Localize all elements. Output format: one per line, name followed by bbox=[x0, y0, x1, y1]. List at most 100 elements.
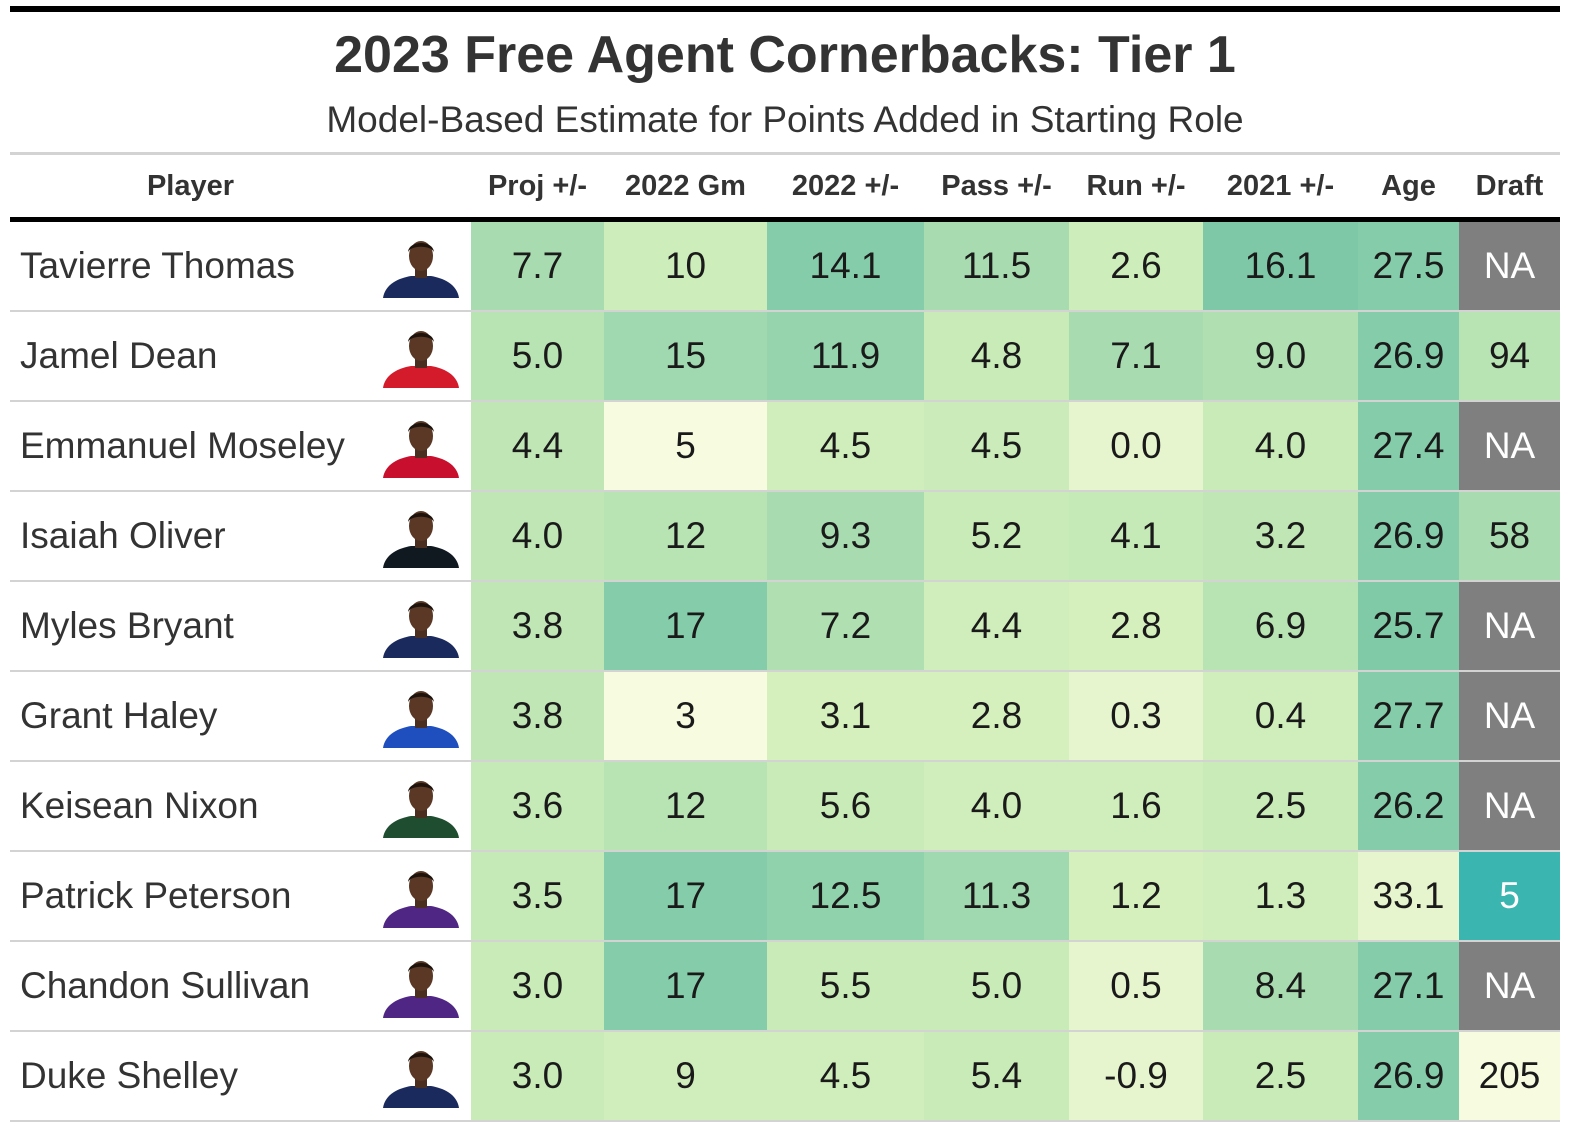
table-row: Tavierre Thomas 7.7 10 14.1 11.5 2.6 16.1 27.5 N… bbox=[10, 219, 1561, 312]
table-row: Keisean Nixon 3.6 12 5.6 4.0 1.6 2.5 26.2 NA bbox=[10, 761, 1561, 852]
top-rule bbox=[10, 6, 1560, 12]
proj-cell: 7.7 bbox=[471, 219, 605, 312]
pm-2022-cell: 9.3 bbox=[767, 491, 925, 582]
table-row: Isaiah Oliver 4.0 12 9.3 5.2 4.1 3.2 26.9 58 bbox=[10, 491, 1561, 582]
header-row: Player Proj +/- 2022 Gm 2022 +/- Pass +/… bbox=[10, 155, 1561, 222]
pm-2022-cell: 3.1 bbox=[767, 671, 925, 762]
run-cell: -0.9 bbox=[1069, 1031, 1204, 1122]
player-name: Patrick Peterson bbox=[10, 851, 370, 942]
player-headshot-icon bbox=[382, 961, 459, 1018]
games-cell: 9 bbox=[604, 1031, 768, 1122]
player-photo bbox=[370, 581, 472, 672]
run-cell: 2.6 bbox=[1069, 219, 1204, 312]
proj-cell: 3.0 bbox=[471, 1031, 605, 1122]
player-photo bbox=[370, 1031, 472, 1122]
pm-2021-cell: 16.1 bbox=[1203, 219, 1359, 312]
player-name: Grant Haley bbox=[10, 671, 370, 762]
proj-cell: 3.0 bbox=[471, 941, 605, 1032]
table-body: Tavierre Thomas 7.7 10 14.1 11.5 2.6 16.1 27.5 N… bbox=[10, 219, 1561, 1122]
pm-2021-cell: 9.0 bbox=[1203, 311, 1359, 402]
pm-2022-cell: 4.5 bbox=[767, 1031, 925, 1122]
table-row: Chandon Sullivan 3.0 17 5.5 5.0 0.5 8.4 27.1 NA bbox=[10, 941, 1561, 1032]
draft-cell: 205 bbox=[1459, 1031, 1561, 1122]
pm-2022-cell: 5.6 bbox=[767, 761, 925, 852]
draft-cell: 94 bbox=[1459, 311, 1561, 402]
column-header-proj: Proj +/- bbox=[471, 155, 605, 222]
draft-cell: NA bbox=[1459, 761, 1561, 852]
proj-cell: 4.0 bbox=[471, 491, 605, 582]
games-cell: 12 bbox=[604, 761, 768, 852]
stats-table: Player Proj +/- 2022 Gm 2022 +/- Pass +/… bbox=[10, 155, 1561, 1122]
column-header-age: Age bbox=[1358, 155, 1460, 222]
player-name: Isaiah Oliver bbox=[10, 491, 370, 582]
age-cell: 25.7 bbox=[1358, 581, 1460, 672]
column-header-2021-pm: 2021 +/- bbox=[1203, 155, 1359, 222]
pm-2021-cell: 1.3 bbox=[1203, 851, 1359, 942]
player-headshot-icon bbox=[382, 871, 459, 928]
table-row: Grant Haley 3.8 3 3.1 2.8 0.3 0.4 27.7 NA bbox=[10, 671, 1561, 762]
player-photo bbox=[370, 401, 472, 492]
pm-2021-cell: 4.0 bbox=[1203, 401, 1359, 492]
player-photo bbox=[370, 761, 472, 852]
pass-cell: 4.5 bbox=[924, 401, 1070, 492]
pass-cell: 4.0 bbox=[924, 761, 1070, 852]
player-name: Duke Shelley bbox=[10, 1031, 370, 1122]
player-name: Myles Bryant bbox=[10, 581, 370, 672]
column-header-draft: Draft bbox=[1459, 155, 1561, 222]
player-photo bbox=[370, 941, 472, 1032]
chart-subtitle: Model-Based Estimate for Points Added in… bbox=[326, 99, 1244, 140]
pass-cell: 4.8 bbox=[924, 311, 1070, 402]
pm-2021-cell: 8.4 bbox=[1203, 941, 1359, 1032]
player-headshot-icon bbox=[382, 421, 459, 478]
draft-cell: NA bbox=[1459, 941, 1561, 1032]
column-header-player: Player bbox=[10, 155, 472, 222]
column-header-pass: Pass +/- bbox=[924, 155, 1070, 222]
player-headshot-icon bbox=[382, 601, 459, 658]
age-cell: 27.7 bbox=[1358, 671, 1460, 762]
games-cell: 17 bbox=[604, 581, 768, 672]
chart-title: 2023 Free Agent Cornerbacks: Tier 1 bbox=[334, 26, 1236, 84]
player-photo bbox=[370, 219, 472, 312]
player-photo bbox=[370, 851, 472, 942]
table-row: Jamel Dean 5.0 15 11.9 4.8 7.1 9.0 26.9 94 bbox=[10, 311, 1561, 402]
player-headshot-icon bbox=[382, 1051, 459, 1108]
player-name: Emmanuel Moseley bbox=[10, 401, 370, 492]
games-cell: 5 bbox=[604, 401, 768, 492]
table-row: Patrick Peterson 3.5 17 12.5 11.3 1.2 1.3 33.1 5 bbox=[10, 851, 1561, 942]
table-row: Duke Shelley 3.0 9 4.5 5.4 -0.9 2.5 26.9 205 bbox=[10, 1031, 1561, 1122]
player-headshot-icon bbox=[382, 511, 459, 568]
player-name: Tavierre Thomas bbox=[10, 219, 370, 312]
age-cell: 27.4 bbox=[1358, 401, 1460, 492]
proj-cell: 4.4 bbox=[471, 401, 605, 492]
pm-2021-cell: 2.5 bbox=[1203, 761, 1359, 852]
pm-2022-cell: 11.9 bbox=[767, 311, 925, 402]
pass-cell: 5.2 bbox=[924, 491, 1070, 582]
pm-2022-cell: 7.2 bbox=[767, 581, 925, 672]
games-cell: 15 bbox=[604, 311, 768, 402]
age-cell: 33.1 bbox=[1358, 851, 1460, 942]
player-photo bbox=[370, 671, 472, 762]
run-cell: 1.6 bbox=[1069, 761, 1204, 852]
player-photo bbox=[370, 311, 472, 402]
run-cell: 0.5 bbox=[1069, 941, 1204, 1032]
pass-cell: 5.0 bbox=[924, 941, 1070, 1032]
draft-cell: NA bbox=[1459, 401, 1561, 492]
player-headshot-icon bbox=[382, 691, 459, 748]
pm-2022-cell: 14.1 bbox=[767, 219, 925, 312]
player-photo bbox=[370, 491, 472, 582]
player-headshot-icon bbox=[382, 781, 459, 838]
draft-cell: 5 bbox=[1459, 851, 1561, 942]
player-name: Jamel Dean bbox=[10, 311, 370, 402]
games-cell: 17 bbox=[604, 851, 768, 942]
pass-cell: 2.8 bbox=[924, 671, 1070, 762]
player-headshot-icon bbox=[382, 241, 459, 298]
pm-2022-cell: 4.5 bbox=[767, 401, 925, 492]
player-name: Keisean Nixon bbox=[10, 761, 370, 852]
pass-cell: 5.4 bbox=[924, 1031, 1070, 1122]
age-cell: 27.1 bbox=[1358, 941, 1460, 1032]
pm-2022-cell: 5.5 bbox=[767, 941, 925, 1032]
pm-2021-cell: 3.2 bbox=[1203, 491, 1359, 582]
proj-cell: 3.8 bbox=[471, 671, 605, 762]
run-cell: 0.3 bbox=[1069, 671, 1204, 762]
pass-cell: 11.5 bbox=[924, 219, 1070, 312]
